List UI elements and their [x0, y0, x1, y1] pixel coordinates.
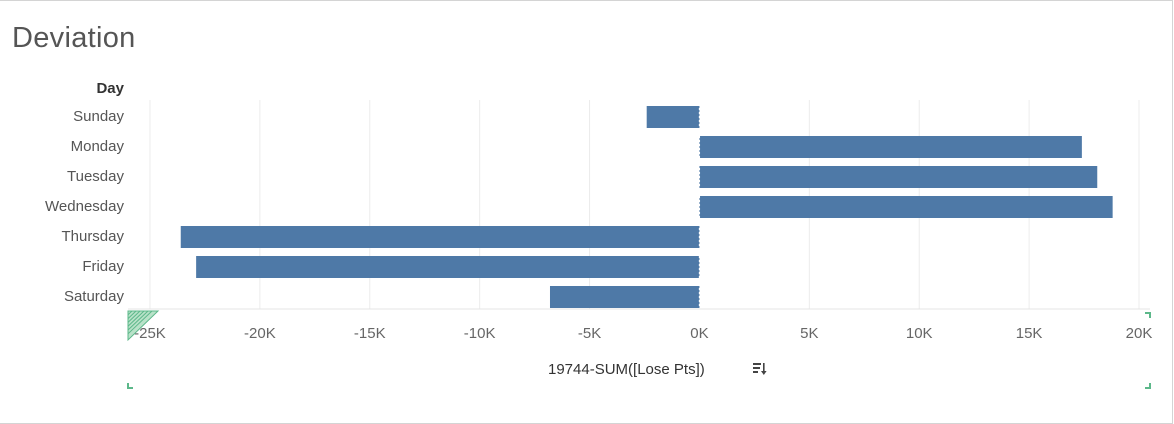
corner-marker [1145, 383, 1151, 389]
tick-label: -20K [244, 325, 276, 342]
tick-label: 20K [1125, 325, 1153, 342]
tick-label: 15K [1015, 325, 1043, 342]
x-axis-title[interactable]: 19744-SUM([Lose Pts]) [548, 361, 705, 378]
corner-marker [127, 383, 133, 389]
corner-marker [1145, 312, 1151, 318]
tick-label: -15K [353, 325, 386, 342]
tick-label: 10K [905, 325, 933, 342]
hatch-line [127, 310, 133, 316]
bar-sunday [646, 106, 700, 128]
bar-friday [196, 256, 700, 278]
row-label-monday: Monday [70, 138, 124, 155]
tick-label: -10K [463, 325, 496, 342]
row-label-thursday: Thursday [61, 228, 124, 245]
hatch-line [127, 310, 153, 335]
bar-tuesday [699, 166, 1098, 188]
tick-label: 0K [690, 325, 709, 342]
bar-thursday [180, 226, 700, 248]
hatch-line [127, 310, 149, 331]
chart-title: Deviation [12, 22, 136, 54]
row-label-saturday: Saturday [63, 288, 124, 305]
row-label-sunday: Sunday [73, 108, 124, 125]
hatch-line [127, 310, 141, 323]
row-label-wednesday: Wednesday [45, 198, 124, 215]
bar-saturday [549, 286, 700, 308]
tick-label: 5K [800, 325, 819, 342]
sort-descending-icon[interactable] [751, 360, 769, 378]
tick-label: -5K [577, 325, 602, 342]
hatch-line [127, 310, 145, 327]
bar-wednesday [699, 196, 1113, 218]
row-header: Day [96, 80, 124, 97]
row-label-friday: Friday [82, 258, 124, 275]
bar-monday [699, 136, 1082, 158]
hatch-line [127, 310, 137, 319]
row-label-tuesday: Tuesday [67, 168, 124, 185]
tick-label: -25K [134, 325, 166, 342]
resize-handle-icon [127, 310, 160, 342]
